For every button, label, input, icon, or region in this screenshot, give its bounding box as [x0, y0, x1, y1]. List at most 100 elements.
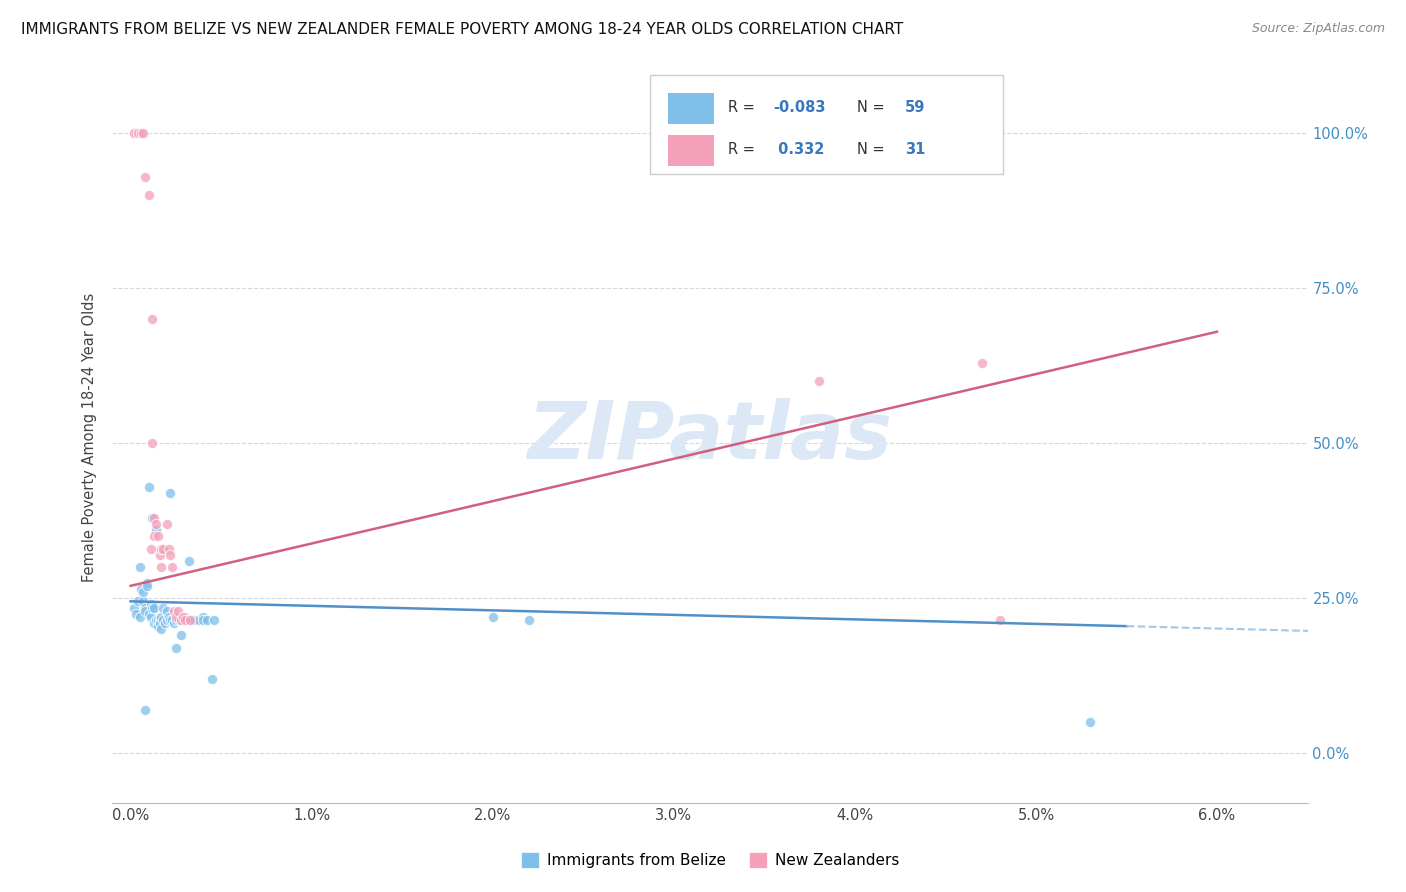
- Text: 59: 59: [905, 101, 925, 115]
- Point: [172, 610, 194, 624]
- Point: [165, 610, 187, 624]
- Point: [145, 516, 167, 531]
- Point: [146, 619, 169, 633]
- Point: [139, 541, 162, 556]
- Text: 0.332: 0.332: [773, 143, 825, 158]
- Point: [170, 613, 193, 627]
- Point: [134, 604, 156, 618]
- Point: [1078, 715, 1101, 730]
- Text: N =: N =: [858, 143, 889, 158]
- Point: [170, 628, 193, 642]
- Point: [134, 169, 156, 184]
- Point: [132, 126, 155, 140]
- Point: [128, 610, 150, 624]
- Point: [152, 600, 174, 615]
- Point: [195, 613, 218, 627]
- Point: [165, 640, 187, 655]
- Point: [157, 610, 180, 624]
- Point: [122, 126, 145, 140]
- Point: [166, 604, 188, 618]
- Point: [163, 604, 186, 618]
- Point: [131, 582, 153, 596]
- Point: [188, 613, 211, 627]
- Point: [148, 615, 170, 630]
- Point: [125, 607, 148, 621]
- Point: [122, 600, 145, 615]
- Point: [191, 613, 214, 627]
- Point: [159, 548, 181, 562]
- Point: [148, 613, 170, 627]
- Point: [169, 613, 191, 627]
- Point: [165, 613, 187, 627]
- Point: [176, 613, 198, 627]
- Point: [150, 622, 173, 636]
- Point: [156, 613, 179, 627]
- Text: R =: R =: [728, 143, 759, 158]
- Text: IMMIGRANTS FROM BELIZE VS NEW ZEALANDER FEMALE POVERTY AMONG 18-24 YEAR OLDS COR: IMMIGRANTS FROM BELIZE VS NEW ZEALANDER …: [21, 22, 903, 37]
- FancyBboxPatch shape: [668, 94, 714, 124]
- Point: [148, 548, 170, 562]
- Point: [174, 610, 197, 624]
- Point: [150, 560, 173, 574]
- Text: N =: N =: [858, 101, 889, 115]
- Point: [970, 356, 993, 370]
- Point: [988, 613, 1011, 627]
- Point: [127, 594, 149, 608]
- Point: [159, 613, 181, 627]
- Point: [517, 613, 540, 627]
- FancyBboxPatch shape: [668, 136, 714, 166]
- Point: [157, 541, 180, 556]
- Point: [134, 703, 156, 717]
- Point: [156, 604, 179, 618]
- Point: [141, 436, 163, 450]
- Point: [183, 613, 205, 627]
- Point: [202, 613, 225, 627]
- Point: [131, 126, 153, 140]
- Point: [139, 610, 162, 624]
- Point: [139, 598, 162, 612]
- Point: [159, 486, 181, 500]
- Point: [138, 188, 160, 202]
- Point: [163, 615, 186, 630]
- Point: [174, 613, 197, 627]
- Point: [807, 374, 830, 388]
- Text: ZIPatlas: ZIPatlas: [527, 398, 893, 476]
- Point: [134, 600, 156, 615]
- Point: [127, 126, 149, 140]
- Point: [128, 560, 150, 574]
- Point: [177, 554, 200, 568]
- Point: [179, 613, 201, 627]
- Legend: Immigrants from Belize, New Zealanders: Immigrants from Belize, New Zealanders: [520, 853, 900, 868]
- Point: [179, 613, 201, 627]
- Point: [141, 312, 163, 326]
- Point: [146, 529, 169, 543]
- Point: [152, 541, 174, 556]
- Point: [201, 672, 224, 686]
- Point: [135, 575, 157, 590]
- Point: [166, 610, 188, 624]
- Point: [162, 560, 183, 574]
- Point: [153, 615, 176, 630]
- Point: [143, 510, 166, 524]
- Point: [145, 523, 167, 537]
- Point: [146, 613, 169, 627]
- Point: [132, 585, 155, 599]
- Point: [143, 600, 166, 615]
- Point: [150, 541, 173, 556]
- Point: [141, 510, 163, 524]
- Point: [145, 613, 167, 627]
- Point: [143, 615, 166, 630]
- Point: [162, 613, 183, 627]
- Point: [141, 600, 163, 615]
- Text: R =: R =: [728, 101, 759, 115]
- Point: [156, 516, 179, 531]
- Y-axis label: Female Poverty Among 18-24 Year Olds: Female Poverty Among 18-24 Year Olds: [82, 293, 97, 582]
- Point: [150, 610, 173, 624]
- Point: [152, 613, 174, 627]
- Point: [138, 480, 160, 494]
- Point: [481, 610, 503, 624]
- Point: [135, 579, 157, 593]
- Text: 31: 31: [905, 143, 925, 158]
- Point: [191, 610, 214, 624]
- Point: [138, 607, 160, 621]
